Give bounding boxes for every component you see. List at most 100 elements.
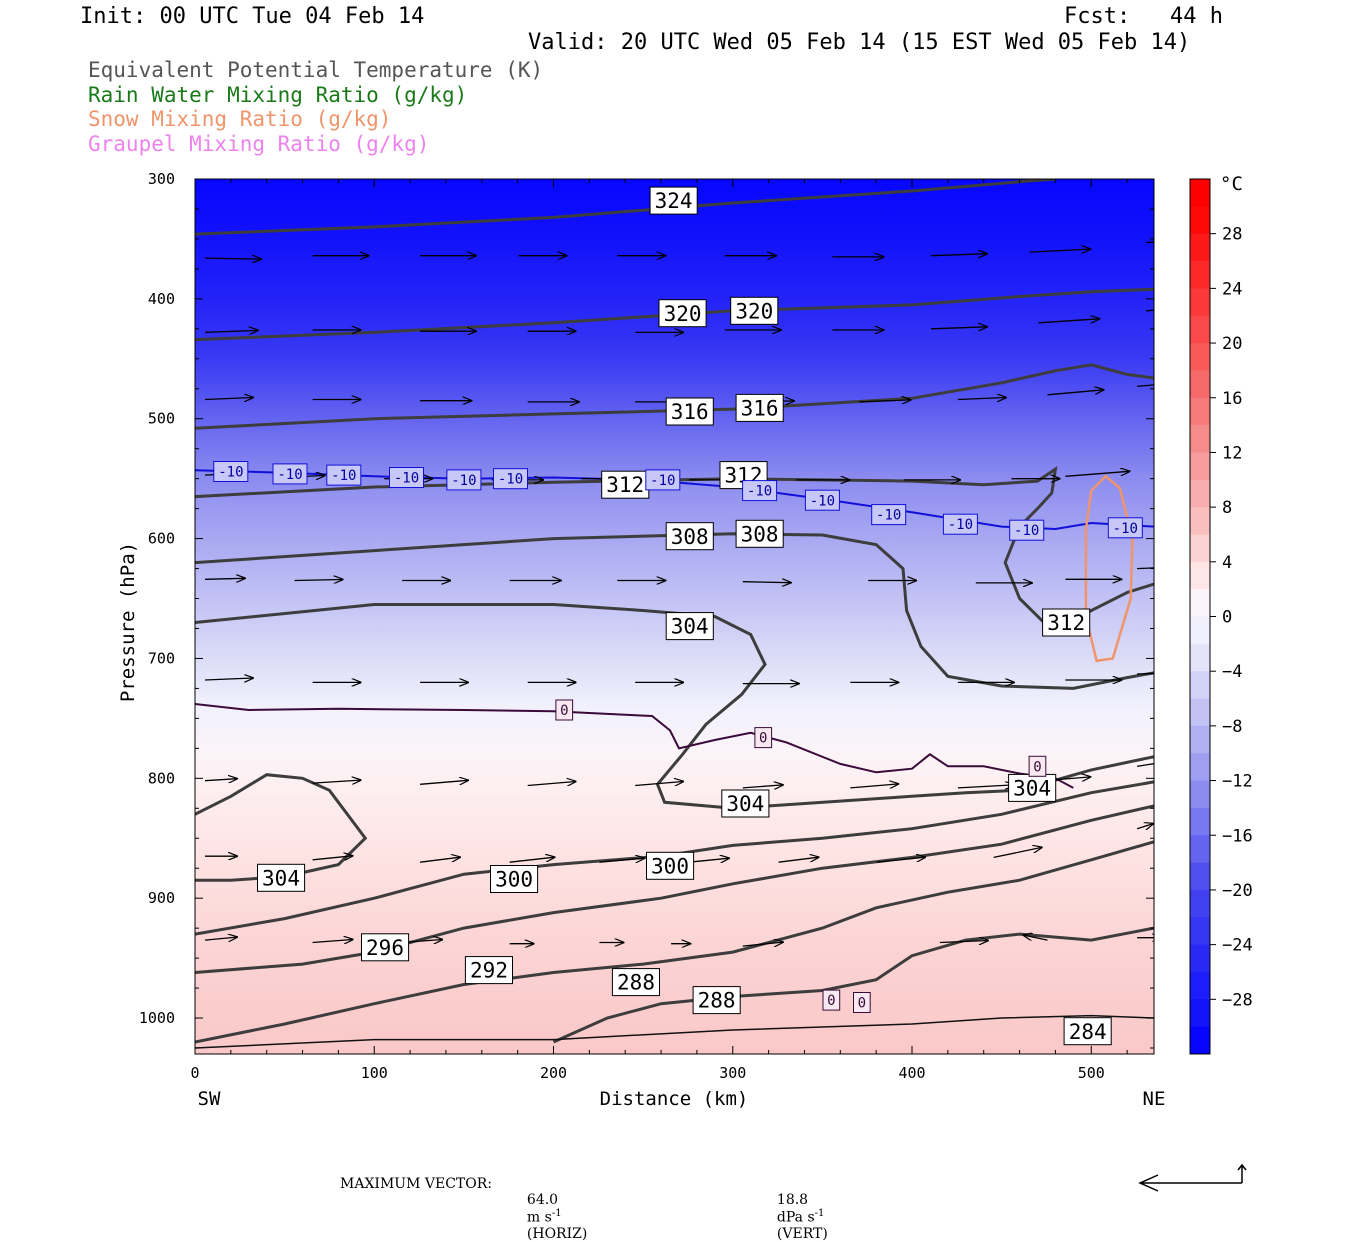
max-vector-label: MAXIMUM VECTOR: [340, 1176, 492, 1192]
colorbar-band [1190, 835, 1210, 864]
contour-label: 316 [665, 397, 714, 426]
max-vector-horiz-unit: m s [526, 1209, 552, 1226]
colorbar-band [1190, 261, 1210, 289]
isotherm-zero [195, 703, 1074, 789]
forecast-hour: Fcst: 44 h [1064, 4, 1223, 29]
contour-label: 304 [257, 863, 306, 892]
colorbar-band [1190, 698, 1210, 727]
svg-text:300: 300 [651, 854, 689, 878]
colorbar-band [1190, 643, 1210, 672]
wind-vector [1047, 390, 1104, 396]
theta-e-contour-308 [195, 532, 1154, 690]
x-tick-label: 0 [190, 1064, 199, 1082]
colorbar-band [1190, 452, 1210, 481]
wind-vectors [204, 241, 1154, 947]
colorbar-band [1190, 1026, 1210, 1055]
colorbar-tick-label: −20 [1222, 881, 1253, 901]
wind-vector [204, 578, 245, 579]
isotherm-label-minus10: -10 [871, 504, 907, 526]
x-end-label-ne: NE [1143, 1088, 1166, 1110]
colorbar-tick-label: −24 [1222, 936, 1253, 956]
contour-label: 292 [464, 956, 513, 985]
y-tick-label: 900 [148, 889, 175, 907]
wind-vector [294, 580, 343, 581]
svg-text:316: 316 [671, 400, 709, 424]
max-vector-vert-unit: dPa s [776, 1209, 815, 1226]
wind-vector [204, 678, 253, 680]
legend-graupel: Graupel Mixing Ratio (g/kg) [88, 131, 430, 156]
wind-vector [877, 857, 925, 863]
contour-label: 320 [730, 296, 779, 325]
contour-label: 312 [1042, 608, 1091, 637]
contour-label: 300 [646, 851, 695, 880]
wind-vector [957, 785, 1014, 788]
x-tick-label: 300 [719, 1064, 746, 1082]
theta-e-contours [195, 179, 1154, 1049]
y-tick-label: 700 [148, 649, 175, 667]
contour-label: 320 [658, 299, 707, 328]
wind-vector [742, 582, 791, 583]
y-tick-label: 300 [148, 170, 175, 188]
contour-label: 288 [611, 968, 661, 997]
x-tick-label: 200 [540, 1064, 567, 1082]
isotherm-label-zero: 0 [754, 727, 773, 749]
max-vector-horiz-exp: -1 [551, 1208, 562, 1219]
colorbar-tick-label: −8 [1222, 717, 1242, 737]
svg-text:-10: -10 [331, 468, 356, 484]
svg-text:0: 0 [827, 993, 835, 1009]
colorbar-band [1190, 589, 1210, 617]
isotherm-label-minus10: -10 [742, 480, 778, 502]
max-vector-vert-exp: -1 [814, 1208, 825, 1219]
valid-time: Valid: 20 UTC Wed 05 Feb 14 (15 EST Wed … [528, 30, 1191, 55]
x-axis-label: Distance (km) [600, 1088, 749, 1110]
x-tick-label: 100 [361, 1064, 388, 1082]
theta-e-contour-300 [195, 780, 1154, 936]
wind-vector [509, 857, 555, 863]
wind-vector [1065, 471, 1129, 477]
theta-e-contour-320 [195, 287, 1154, 342]
wind-vector [688, 858, 729, 862]
colorbar-tick-label: −28 [1222, 990, 1253, 1010]
wind-vector [1038, 319, 1100, 324]
svg-text:-10: -10 [451, 473, 476, 489]
svg-text:304: 304 [726, 792, 764, 816]
wind-vector [1136, 763, 1154, 767]
isotherm-label-minus10: -10 [942, 513, 978, 535]
isotherm-label-minus10: -10 [389, 467, 424, 488]
contour-label: 308 [735, 519, 784, 548]
wind-vector [957, 398, 1006, 400]
svg-text:-10: -10 [218, 465, 243, 481]
colorbar-tick-label: 12 [1222, 443, 1242, 463]
colorbar-band [1190, 233, 1210, 262]
colorbar-tick-label: 24 [1222, 279, 1242, 299]
contour-label: 300 [490, 865, 539, 893]
svg-text:300: 300 [495, 868, 533, 892]
init-time: Init: 00 UTC Tue 04 Feb 14 [80, 4, 425, 29]
colorbar-tick-label: 16 [1222, 389, 1242, 409]
contour-label: 284 [1063, 1017, 1112, 1046]
wind-vector [635, 782, 683, 786]
colorbar-band [1190, 862, 1210, 891]
colorbar-band [1190, 479, 1210, 508]
legend-theta-e: Equivalent Potential Temperature (K) [88, 58, 544, 82]
svg-text:-10: -10 [1014, 523, 1039, 539]
colorbar-band [1190, 999, 1210, 1028]
wind-vector [939, 941, 988, 943]
y-tick-label: 800 [148, 769, 175, 787]
svg-text:-10: -10 [1113, 521, 1138, 537]
svg-text:0: 0 [560, 703, 568, 719]
colorbar-tick-label: 4 [1222, 553, 1232, 573]
theta-e-contour-284 [195, 1014, 1154, 1049]
colorbar-band [1190, 972, 1210, 1000]
wind-vector [1136, 824, 1153, 829]
colorbar-band [1190, 343, 1210, 371]
contour-label: 288 [692, 986, 741, 1015]
svg-text:320: 320 [664, 302, 702, 326]
y-tick-label: 400 [148, 290, 175, 308]
svg-text:324: 324 [655, 189, 693, 213]
isotherm-label-zero: 0 [1028, 755, 1047, 777]
wind-vector [1024, 935, 1048, 940]
svg-text:0: 0 [759, 731, 767, 747]
colorbar-band [1190, 616, 1210, 645]
